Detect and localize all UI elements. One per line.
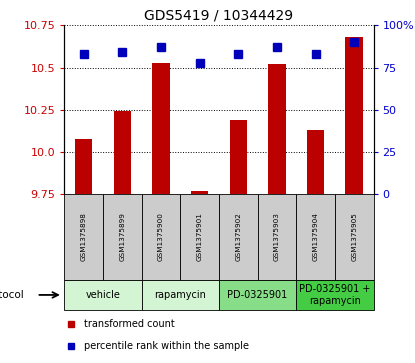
Text: GSM1375904: GSM1375904 [312, 212, 319, 261]
Bar [258, 194, 296, 280]
Bar [64, 194, 103, 280]
Bar [191, 191, 208, 194]
Text: rapamycin: rapamycin [154, 290, 206, 300]
Bar [219, 280, 296, 310]
Bar [114, 111, 131, 194]
Bar [142, 280, 219, 310]
Text: percentile rank within the sample: percentile rank within the sample [84, 340, 249, 351]
Bar [180, 194, 219, 280]
Text: transformed count: transformed count [84, 319, 175, 329]
Bar [345, 37, 363, 194]
Text: GSM1375900: GSM1375900 [158, 212, 164, 261]
Bar [307, 130, 324, 194]
Bar [64, 280, 142, 310]
Text: PD-0325901 +
rapamycin: PD-0325901 + rapamycin [299, 284, 371, 306]
Bar [152, 62, 170, 194]
Bar [229, 120, 247, 194]
Text: protocol: protocol [0, 290, 24, 300]
Bar [296, 194, 335, 280]
Text: GSM1375903: GSM1375903 [274, 212, 280, 261]
Text: GSM1375905: GSM1375905 [351, 212, 357, 261]
Text: GSM1375902: GSM1375902 [235, 212, 241, 261]
Bar [219, 194, 258, 280]
Text: GSM1375898: GSM1375898 [81, 212, 87, 261]
Text: vehicle: vehicle [85, 290, 120, 300]
Text: PD-0325901: PD-0325901 [227, 290, 288, 300]
Bar [103, 194, 142, 280]
Bar [75, 139, 93, 194]
Bar [142, 194, 180, 280]
Bar [296, 280, 374, 310]
Bar [335, 194, 374, 280]
Title: GDS5419 / 10344429: GDS5419 / 10344429 [144, 9, 293, 23]
Bar [268, 64, 286, 194]
Text: GSM1375901: GSM1375901 [197, 212, 203, 261]
Text: GSM1375899: GSM1375899 [119, 212, 125, 261]
